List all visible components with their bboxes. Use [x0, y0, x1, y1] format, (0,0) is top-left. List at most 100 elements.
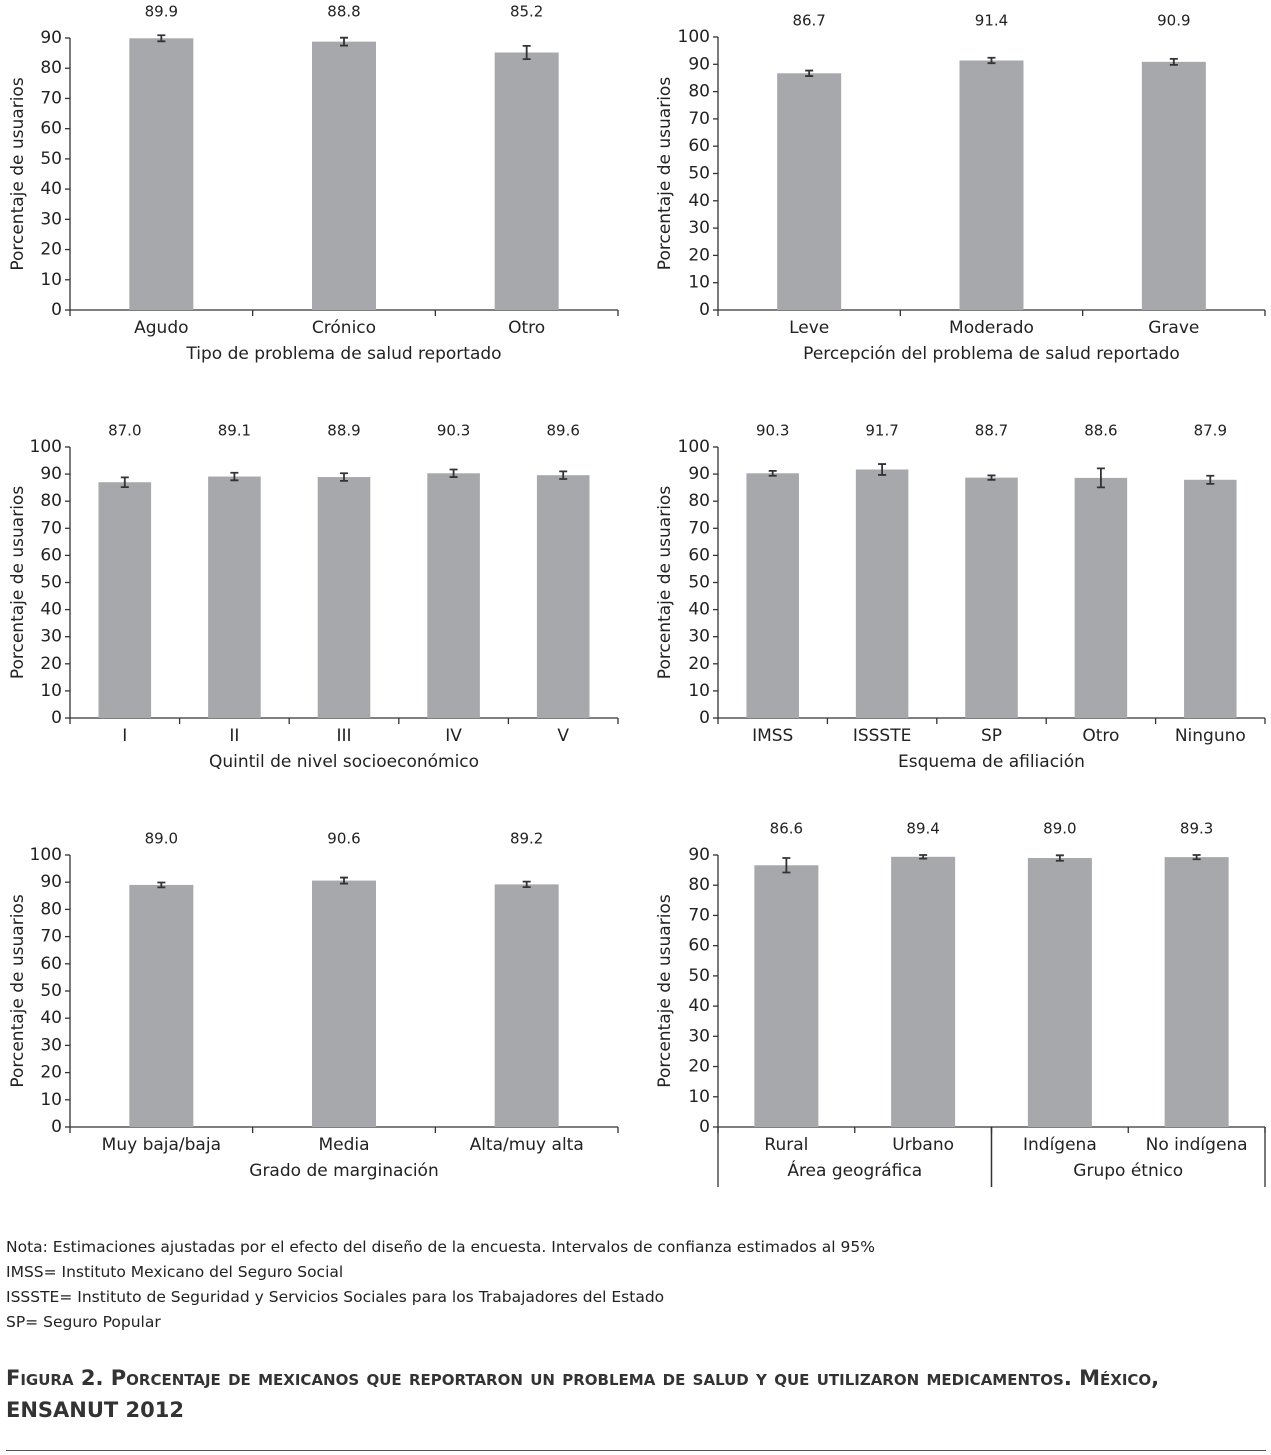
y-tick-label: 80 [688, 82, 710, 102]
y-tick-label: 30 [688, 218, 710, 238]
bar [98, 482, 152, 718]
x-tick-label: Muy baja/baja [102, 1135, 221, 1155]
y-tick-label: 70 [688, 518, 710, 538]
y-tick-label: 20 [688, 1057, 710, 1077]
y-tick-label: 90 [40, 464, 62, 484]
y-tick-label: 60 [40, 954, 62, 974]
y-tick-label: 90 [688, 54, 710, 74]
y-axis-label: Porcentaje de usuarios [8, 894, 28, 1088]
y-tick-label: 70 [40, 927, 62, 947]
bar [855, 469, 909, 718]
bar [129, 38, 194, 311]
group-label: Área geográfica [787, 1159, 922, 1181]
y-tick-label: 30 [688, 1026, 710, 1046]
bar [536, 475, 590, 718]
y-tick-label: 40 [40, 179, 62, 199]
y-tick-label: 50 [40, 981, 62, 1001]
x-axis-label: Esquema de afiliación [898, 752, 1085, 772]
error-bar [768, 469, 777, 477]
y-axis-label: Porcentaje de usuarios [8, 486, 28, 680]
y-tick-label: 0 [51, 300, 62, 320]
y-tick-label: 10 [40, 270, 62, 290]
value-label: 89.2 [510, 830, 543, 848]
y-tick-label: 70 [40, 88, 62, 108]
y-tick-label: 80 [40, 899, 62, 919]
y-tick-label: 80 [40, 58, 62, 78]
y-tick-label: 40 [688, 191, 710, 211]
bar [312, 41, 376, 310]
x-tick-label: I [122, 726, 127, 746]
x-tick-label: Rural [764, 1135, 808, 1155]
y-tick-label: 60 [688, 136, 710, 156]
x-tick-label: SP [981, 726, 1002, 746]
notes: Nota: Estimaciones ajustadas por el efec… [6, 1235, 875, 1335]
bar [746, 473, 799, 718]
y-tick-label: 40 [688, 996, 710, 1016]
value-label: 90.3 [756, 422, 789, 440]
error-bar [1055, 854, 1064, 862]
y-tick-label: 90 [40, 28, 62, 48]
error-bar [919, 854, 928, 860]
x-tick-label: Urbano [892, 1135, 954, 1155]
y-axis-label: Porcentaje de usuarios [655, 486, 675, 680]
y-tick-label: 60 [688, 936, 710, 956]
bar [427, 473, 480, 718]
bar [494, 884, 559, 1127]
y-tick-label: 80 [688, 875, 710, 895]
y-tick-label: 30 [40, 1035, 62, 1055]
value-label: 88.9 [327, 422, 360, 440]
y-tick-label: 70 [688, 905, 710, 925]
error-bar [120, 476, 129, 489]
bar [208, 476, 261, 718]
value-label: 89.6 [546, 422, 579, 440]
bar [959, 60, 1024, 311]
value-label: 89.3 [1180, 820, 1213, 838]
error-bar [1169, 57, 1178, 66]
y-tick-label: 90 [688, 464, 710, 484]
group-label: Grupo étnico [1073, 1161, 1183, 1181]
x-tick-label: No indígena [1146, 1135, 1248, 1155]
x-tick-label: Indígena [1023, 1135, 1097, 1155]
y-tick-label: 10 [688, 681, 710, 701]
error-bar [559, 470, 568, 480]
y-tick-label: 50 [40, 149, 62, 169]
x-tick-label: Crónico [312, 318, 376, 338]
y-tick-label: 100 [30, 437, 62, 457]
value-label: 89.4 [906, 820, 939, 838]
figure-caption: Figura 2. Porcentaje de mexicanos que re… [6, 1366, 1160, 1422]
bar [317, 477, 371, 718]
value-label: 88.7 [975, 422, 1008, 440]
error-bar [782, 857, 791, 874]
value-label: 86.7 [792, 12, 825, 30]
error-bar [157, 34, 166, 43]
y-axis-label: Porcentaje de usuarios [655, 894, 675, 1088]
x-tick-label: ISSSTE [853, 726, 912, 746]
bar [965, 477, 1018, 718]
note: SP= Seguro Popular [6, 1313, 161, 1331]
error-bar [987, 474, 996, 481]
y-axis-label: Porcentaje de usuarios [8, 77, 28, 271]
x-tick-label: Ninguno [1175, 726, 1246, 746]
error-bar [157, 881, 166, 889]
y-tick-label: 100 [678, 437, 710, 457]
value-label: 91.7 [865, 422, 898, 440]
bar [312, 880, 376, 1127]
error-bar [987, 56, 996, 65]
bar [891, 856, 956, 1127]
y-tick-label: 0 [51, 1117, 62, 1137]
y-tick-label: 80 [688, 491, 710, 511]
value-label: 89.0 [145, 830, 178, 848]
value-label: 90.9 [1157, 12, 1190, 30]
value-label: 88.8 [327, 3, 360, 21]
x-tick-label: III [336, 726, 351, 746]
x-tick-label: Alta/muy alta [470, 1135, 584, 1155]
y-tick-label: 60 [40, 119, 62, 139]
y-axis-label: Porcentaje de usuarios [655, 77, 675, 271]
value-label: 90.6 [327, 830, 360, 848]
value-label: 89.1 [218, 422, 251, 440]
x-axis-label: Tipo de problema de salud reportado [185, 344, 501, 364]
bar [1184, 479, 1237, 718]
bar [754, 865, 819, 1127]
y-tick-label: 100 [678, 27, 710, 47]
